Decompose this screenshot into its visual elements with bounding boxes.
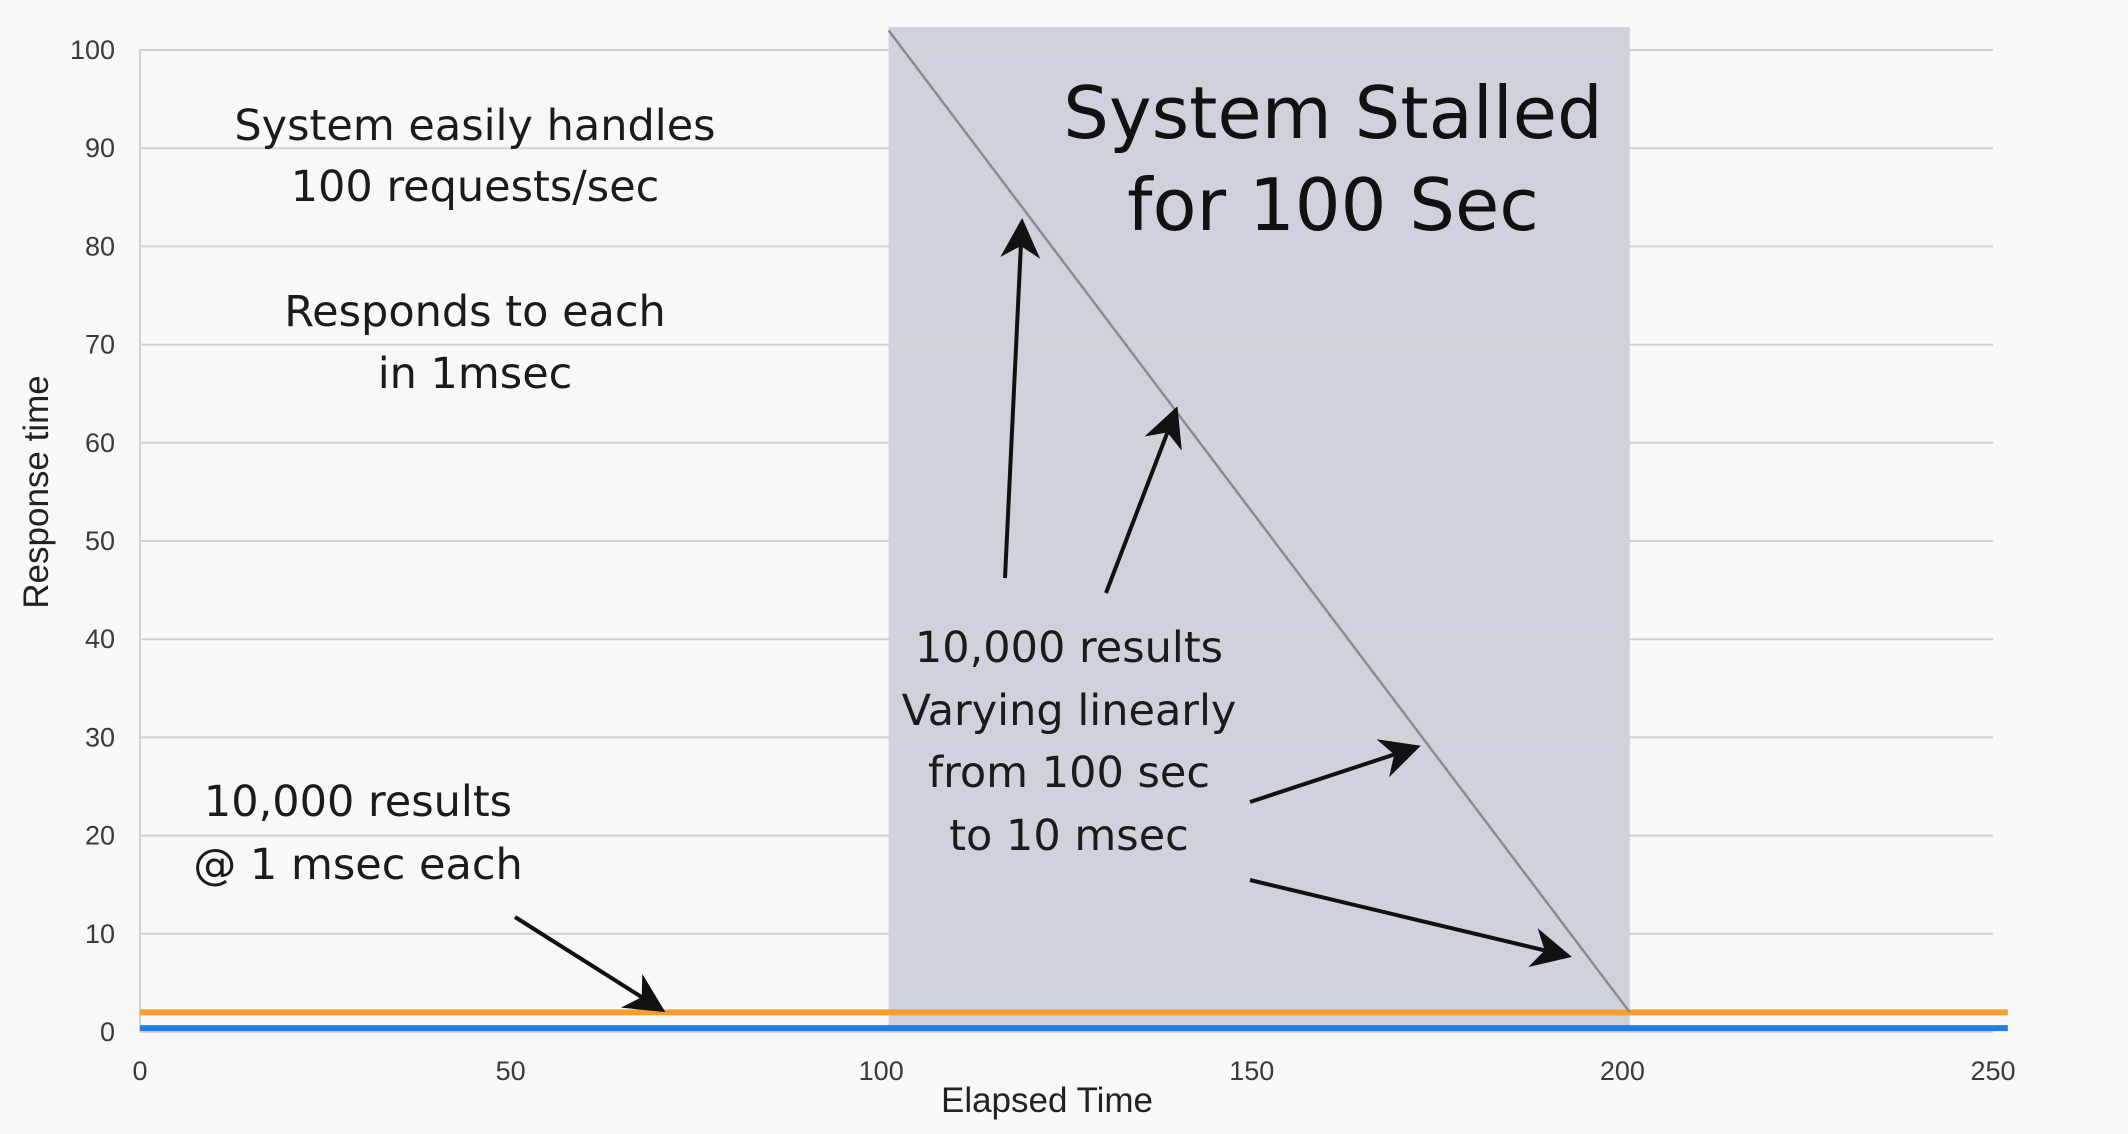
annotation-results-mid-line2: Varying linearly (902, 686, 1237, 736)
y-tick-label: 100 (70, 35, 115, 65)
y-tick-label: 40 (85, 624, 115, 654)
x-tick-label: 100 (859, 1056, 904, 1086)
arrow-mid-4 (1249, 878, 1572, 968)
y-axis-ticks: 0 10 20 30 40 50 60 70 80 90 100 (70, 35, 115, 1047)
annotation-results-mid-line1: 10,000 results (915, 623, 1223, 673)
y-tick-label: 30 (85, 722, 115, 752)
annotation-responds-line1: Responds to each (284, 287, 666, 337)
annotation-easily-line2: 100 requests/sec (291, 162, 660, 212)
x-tick-label: 200 (1600, 1056, 1645, 1086)
x-axis-title: Elapsed Time (941, 1081, 1153, 1120)
grid (139, 49, 1993, 1033)
y-axis-title: Response time (17, 375, 56, 608)
annotation-stalled-line1: System Stalled (1063, 71, 1602, 155)
annotation-results-left-line1: 10,000 results (204, 777, 512, 827)
y-tick-label: 90 (85, 133, 115, 163)
y-tick-label: 60 (85, 428, 115, 458)
series (140, 29, 2008, 1032)
x-tick-label: 50 (496, 1056, 526, 1086)
arrow-mid-2 (1104, 406, 1182, 594)
annotation-easily-line1: System easily handles (234, 101, 715, 151)
y-tick-label: 10 (85, 919, 115, 949)
arrow-left (513, 915, 666, 1013)
x-tick-label: 150 (1229, 1056, 1274, 1086)
annotation-stalled-line2: for 100 Sec (1127, 163, 1539, 247)
x-tick-label: 250 (1970, 1056, 2015, 1086)
arrow-mid-3 (1249, 739, 1421, 804)
y-tick-label: 0 (100, 1017, 115, 1047)
arrow-mid-1 (1000, 218, 1041, 579)
annotation-results-left-line2: @ 1 msec each (193, 840, 522, 890)
y-tick-label: 70 (85, 330, 115, 360)
y-tick-label: 80 (85, 231, 115, 261)
annotation-arrows (513, 218, 1572, 1013)
y-tick-label: 20 (85, 821, 115, 851)
x-tick-label: 0 (132, 1056, 147, 1086)
annotation-responds-line2: in 1msec (378, 349, 573, 399)
annotation-results-mid-line4: to 10 msec (949, 811, 1189, 861)
annotation-results-mid-line3: from 100 sec (928, 748, 1210, 798)
x-axis-ticks: 0 50 100 150 200 250 (132, 1056, 2015, 1086)
y-tick-label: 50 (85, 526, 115, 556)
series-line-3 (887, 29, 1631, 1014)
